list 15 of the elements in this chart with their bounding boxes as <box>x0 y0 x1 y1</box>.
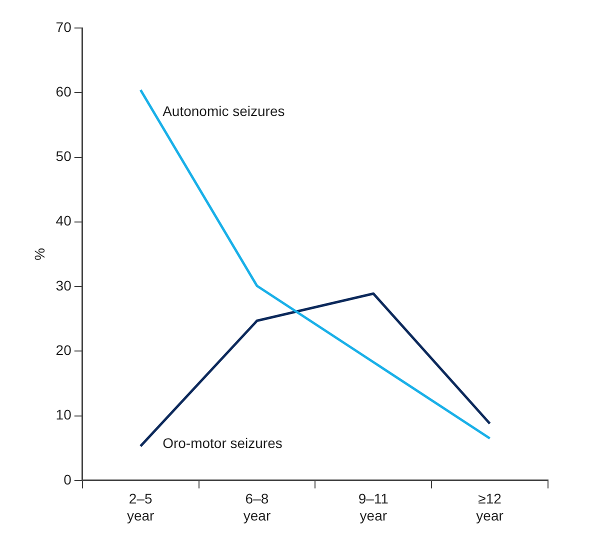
x-tick-label: 9–11 year <box>358 490 389 524</box>
y-tick-label: 0 <box>64 471 72 488</box>
x-tick-label: 6–8 year <box>243 490 271 524</box>
y-tick-label: 70 <box>56 18 72 35</box>
y-tick-label: 40 <box>56 212 72 229</box>
y-tick-label: 50 <box>56 148 72 164</box>
y-tick-label: 20 <box>56 342 72 358</box>
series-label: Autonomic seizures <box>162 102 285 119</box>
series-label: Oro-motor seizures <box>162 435 282 452</box>
x-tick-label: ≥12 year <box>476 490 504 524</box>
y-tick-label: 10 <box>56 406 72 423</box>
y-tick-label: 30 <box>56 277 72 294</box>
x-tick-label: 2–5 year <box>126 490 155 524</box>
y-axis-title: % <box>31 248 48 260</box>
y-tick-label: 60 <box>56 83 72 100</box>
